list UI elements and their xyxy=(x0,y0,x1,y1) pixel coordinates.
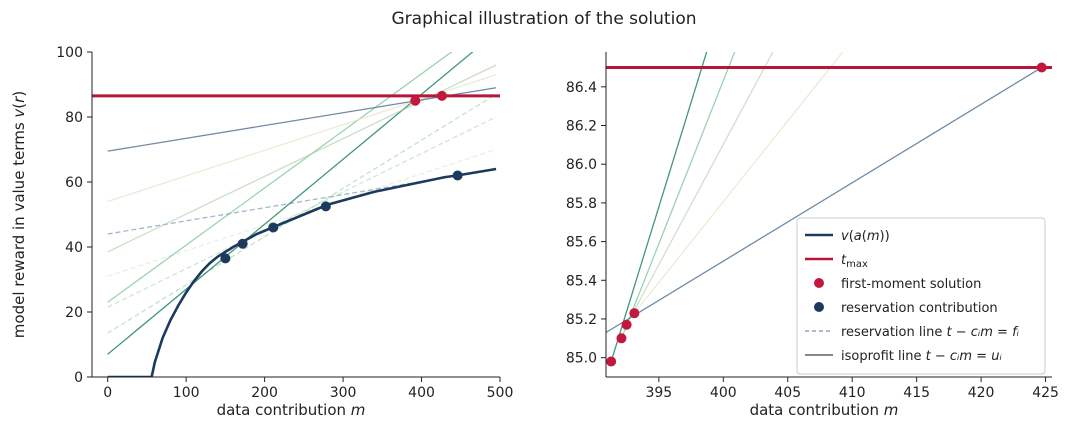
isoprofit-line xyxy=(107,52,474,355)
isoprofit-line xyxy=(626,52,774,326)
y-tick-label: 60 xyxy=(65,175,83,191)
y-tick-label: 86.4 xyxy=(566,80,597,96)
legend-frame xyxy=(796,217,1046,375)
legend-label: isoprofit line t − cᵢm = uᵢ xyxy=(841,349,1002,364)
isoprofit-line xyxy=(610,52,708,362)
solution-point xyxy=(621,319,632,330)
x-tick-label: 400 xyxy=(710,385,737,401)
figure-title: Graphical illustration of the solution xyxy=(391,9,696,29)
isoprofit-line xyxy=(620,52,736,339)
y-tick-label: 86.2 xyxy=(566,119,597,135)
solution-point xyxy=(629,308,640,319)
y-tick-label: 85.0 xyxy=(566,351,597,367)
legend-swatch xyxy=(814,278,824,288)
legend-label: first-moment solution xyxy=(841,277,981,292)
value-curve xyxy=(107,167,497,377)
solution-point xyxy=(616,333,627,344)
reservation-point xyxy=(220,253,231,264)
isoprofit-line xyxy=(107,87,497,152)
legend-label: v(a(m)) xyxy=(841,229,890,244)
y-tick-label: 85.2 xyxy=(566,312,597,328)
y-tick-label: 86.0 xyxy=(566,157,597,173)
y-tick-label: 100 xyxy=(56,45,83,61)
x-tick-label: 100 xyxy=(173,385,200,401)
legend-label: reservation line t − cᵢm = fᵢ xyxy=(841,325,1020,340)
x-tick-label: 420 xyxy=(968,385,995,401)
y-tick-label: 85.8 xyxy=(566,196,597,212)
x-tick-label: 400 xyxy=(408,385,435,401)
y-tick-label: 40 xyxy=(65,240,83,256)
reservation-line xyxy=(107,116,497,308)
x-axis-label: data contribution m xyxy=(750,401,899,419)
y-tick-label: 20 xyxy=(65,305,83,321)
panel-left: 0 100 200 300 400 500 0 20 40 60 80 100 data contrib… xyxy=(10,45,514,419)
x-tick-label: 425 xyxy=(1032,385,1059,401)
solution-point xyxy=(410,95,421,106)
isoprofit-line xyxy=(633,52,844,314)
isoprofit-line xyxy=(107,52,453,303)
solution-point xyxy=(606,356,617,367)
reservation-line xyxy=(107,93,497,334)
solution-point xyxy=(436,90,447,101)
y-axis-label: model reward in value terms v(r) xyxy=(10,91,28,338)
y-tick-label: 0 xyxy=(74,370,83,386)
plot-area-left xyxy=(92,52,500,377)
x-tick-label: 500 xyxy=(487,385,514,401)
reservation-point xyxy=(237,238,248,249)
x-tick-label: 405 xyxy=(774,385,801,401)
reservation-line xyxy=(107,148,497,277)
panel-right: 395 400 405 410 415 420 425 85.0 85.2 85.4 85.6 85.… xyxy=(566,52,1059,419)
isoprofit-line xyxy=(606,66,1043,334)
reservation-point xyxy=(268,222,279,233)
solution-point xyxy=(1036,62,1047,73)
y-tick-label: 80 xyxy=(65,110,83,126)
x-tick-label: 415 xyxy=(903,385,930,401)
reservation-point xyxy=(320,201,331,212)
x-tick-label: 300 xyxy=(330,385,357,401)
legend: v(a(m)) tmax first-moment solution reservat… xyxy=(796,217,1046,375)
plot-area-right xyxy=(606,52,1052,362)
legend-label: tmax xyxy=(841,253,868,270)
x-tick-label: 395 xyxy=(645,385,672,401)
x-axis-label: data contribution m xyxy=(217,401,366,419)
legend-label: reservation contribution xyxy=(841,301,998,316)
isoprofit-line xyxy=(107,64,497,253)
legend-swatch xyxy=(814,302,824,312)
y-tick-label: 85.6 xyxy=(566,235,597,251)
x-tick-label: 0 xyxy=(103,385,112,401)
y-tick-label: 85.4 xyxy=(566,273,597,289)
x-tick-label: 200 xyxy=(251,385,278,401)
x-tick-label: 410 xyxy=(839,385,866,401)
reservation-point xyxy=(452,170,463,181)
